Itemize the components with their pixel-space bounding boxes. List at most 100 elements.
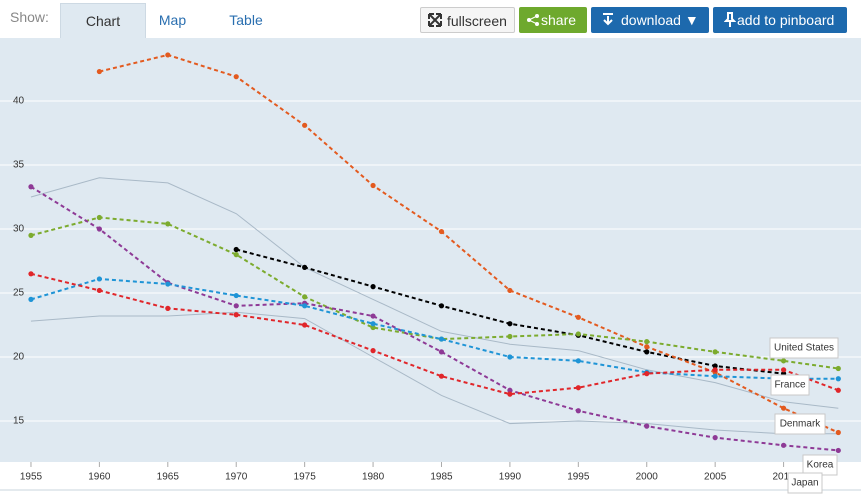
button-label: add to pinboard [737,12,835,28]
x-tick-label: 1980 [362,472,385,483]
data-point [438,349,445,355]
x-tick-label: 1970 [225,472,248,483]
y-tick-label: 30 [13,224,25,235]
x-tick-label: 2005 [704,472,727,483]
data-point [575,385,581,391]
data-point [233,303,239,309]
data-point [835,376,841,382]
data-point [233,74,239,80]
data-point [644,423,650,429]
series-label-box [769,337,839,359]
data-point [507,287,513,294]
chart: 15 20 25 30 35 40 1955 1960 1965 1970 1975 1980 1985… [0,38,861,494]
y-tick-label: 25 [13,288,25,299]
data-point [644,344,650,350]
y-tick-label: 35 [13,160,25,171]
series-label: United States [774,343,834,354]
toolbar: Show: Chart Map Table fullscreen share d… [0,0,861,39]
data-point [96,276,102,282]
x-tick-label: 1985 [430,472,453,483]
data-point [370,324,376,331]
data-point [96,226,102,232]
data-point [28,184,34,190]
data-point [302,303,308,309]
plot-background [0,38,861,462]
data-point [780,367,787,373]
data-point [712,367,718,373]
data-point [507,354,513,360]
data-point [438,303,445,309]
data-point [370,348,376,354]
series-label-box [774,413,826,435]
button-label: download ▼ [621,12,699,28]
data-point [712,373,718,379]
data-point [96,287,102,294]
data-point [165,281,171,287]
data-point [302,294,308,300]
data-point [644,339,650,345]
data-point [712,435,718,441]
tab[interactable]: Chart [60,3,146,39]
data-point [835,365,841,372]
series-label: Japan [791,478,818,489]
y-tick-label: 20 [13,352,25,363]
download-icon [603,13,613,26]
x-tick-label: 2000 [636,472,659,483]
data-point [370,182,376,189]
data-point [835,387,841,393]
data-point [575,408,581,414]
data-point [712,363,718,369]
series-label: Korea [807,460,834,471]
pinboard-button[interactable]: add to pinboard [713,7,847,33]
x-tick-label: 1965 [157,472,180,483]
data-point [370,321,376,327]
data-point [28,271,34,277]
series-label: France [774,380,806,391]
data-point [835,447,841,454]
series-label-box [770,374,810,396]
data-point [302,264,308,270]
series-label: Denmark [780,419,822,430]
data-point [233,246,239,253]
show-label: Show: [10,9,49,25]
data-point [780,405,787,411]
share-icon [527,14,539,26]
data-point [370,313,376,319]
y-tick-label: 15 [13,416,25,427]
data-point [575,331,581,337]
x-tick-label: 1990 [499,472,522,483]
x-tick-label: 1960 [88,472,111,483]
pin-icon [724,12,736,27]
series-line [99,53,839,434]
button-label: share [541,12,577,28]
data-point [165,52,171,58]
fullscreen-icon [428,13,442,27]
tab[interactable]: Table [229,12,263,28]
data-point [780,442,787,448]
data-point [507,387,513,393]
data-point [438,373,445,379]
y-tick-label: 40 [13,96,25,107]
x-tick-label: 1955 [20,472,43,483]
data-point [507,391,513,397]
data-point [233,252,239,258]
data-point [165,221,171,227]
data-point [712,349,718,355]
data-point [780,358,787,364]
data-point [644,349,650,355]
data-point [835,429,841,436]
series-label-box [787,472,823,494]
series-line [30,311,839,435]
tab[interactable]: Map [158,12,187,28]
button-label: fullscreen [447,13,507,29]
data-point [507,321,513,327]
data-point [302,122,308,128]
data-point [644,371,650,377]
x-tick-label: 2010 [772,472,795,483]
data-point [96,214,102,221]
data-point [28,296,34,302]
data-point [370,284,376,290]
x-tick-label: 1975 [294,472,317,483]
data-point [302,322,308,328]
